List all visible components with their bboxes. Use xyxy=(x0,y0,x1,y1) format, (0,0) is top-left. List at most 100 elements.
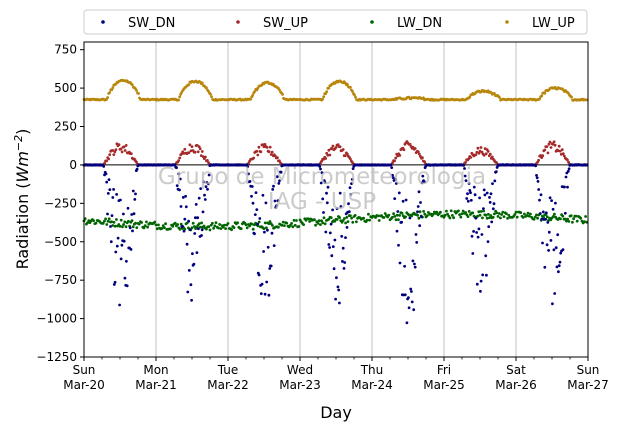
point-sw-dn xyxy=(469,191,472,195)
x-tick-label-day: Sun xyxy=(577,363,600,377)
point-lw-dn xyxy=(467,210,471,213)
point-sw-up xyxy=(423,160,426,164)
point-sw-up xyxy=(107,157,111,161)
point-sw-dn xyxy=(331,208,334,212)
point-lw-dn xyxy=(525,214,529,218)
point-sw-up xyxy=(464,161,467,164)
point-lw-dn xyxy=(199,225,202,229)
point-sw-up xyxy=(204,155,207,159)
point-sw-dn xyxy=(321,197,325,201)
point-sw-dn xyxy=(270,231,274,235)
watermark-line-2: IAG - USP xyxy=(268,189,376,215)
point-sw-dn xyxy=(106,212,109,216)
point-lw-dn xyxy=(307,217,310,221)
point-sw-dn xyxy=(329,222,333,226)
point-sw-dn xyxy=(415,241,419,244)
point-lw-dn xyxy=(439,210,442,214)
point-sw-dn xyxy=(115,193,118,196)
point-lw-dn xyxy=(211,221,214,225)
point-lw-dn xyxy=(190,226,194,230)
point-lw-dn xyxy=(283,224,286,228)
point-sw-dn xyxy=(395,229,399,233)
point-sw-dn xyxy=(467,182,471,185)
point-lw-dn xyxy=(392,212,395,216)
point-sw-dn xyxy=(410,290,413,293)
point-sw-dn xyxy=(488,201,492,204)
point-sw-dn xyxy=(401,199,405,203)
point-sw-up xyxy=(557,144,561,148)
point-sw-dn xyxy=(549,239,553,242)
point-lw-dn xyxy=(221,225,225,229)
point-sw-dn xyxy=(470,234,474,238)
point-sw-dn xyxy=(179,205,183,208)
point-lw-dn xyxy=(268,220,272,223)
point-sw-dn xyxy=(133,198,137,201)
legend-marker-sw-dn xyxy=(101,20,105,24)
point-sw-dn xyxy=(125,284,129,288)
point-sw-dn xyxy=(276,199,280,203)
point-sw-dn xyxy=(417,190,421,194)
point-lw-up xyxy=(281,93,284,96)
point-sw-dn xyxy=(466,199,470,203)
point-lw-dn xyxy=(527,214,531,218)
point-lw-dn xyxy=(169,227,172,231)
x-tick-label-day: Thu xyxy=(360,363,384,377)
point-lw-dn xyxy=(224,227,228,231)
point-lw-dn xyxy=(92,219,95,223)
point-sw-dn xyxy=(187,219,191,223)
point-lw-dn xyxy=(461,209,465,213)
point-lw-dn xyxy=(173,221,177,225)
point-sw-dn xyxy=(534,164,538,168)
point-lw-dn xyxy=(193,225,196,228)
point-sw-dn xyxy=(472,230,475,233)
point-sw-dn xyxy=(269,264,273,268)
point-lw-dn xyxy=(506,216,509,220)
point-sw-dn xyxy=(108,188,112,192)
point-lw-dn xyxy=(382,216,386,219)
y-axis-label: Radiation (Wm−2) xyxy=(12,129,32,270)
y-tick-label: 500 xyxy=(54,81,77,95)
point-lw-dn xyxy=(244,223,248,227)
point-lw-dn xyxy=(443,213,447,217)
legend-label-sw-dn: SW_DN xyxy=(128,16,175,31)
point-lw-dn xyxy=(135,226,139,230)
point-lw-dn xyxy=(302,223,305,227)
point-lw-dn xyxy=(223,223,226,227)
point-sw-dn xyxy=(483,193,487,197)
point-lw-dn xyxy=(542,215,545,219)
point-lw-dn xyxy=(459,215,463,219)
point-sw-dn xyxy=(469,198,473,202)
point-lw-dn xyxy=(319,223,322,227)
point-lw-up xyxy=(187,83,191,86)
point-lw-dn xyxy=(553,212,556,216)
point-sw-dn xyxy=(277,182,281,185)
point-sw-up xyxy=(270,150,274,154)
point-sw-dn xyxy=(466,192,469,196)
point-sw-dn xyxy=(134,192,137,196)
legend-label-lw-dn: LW_DN xyxy=(397,16,442,31)
point-lw-dn xyxy=(404,215,407,219)
point-sw-up xyxy=(486,150,490,153)
point-lw-dn xyxy=(488,216,491,220)
point-sw-dn xyxy=(393,197,397,201)
point-sw-up xyxy=(269,153,273,156)
point-lw-dn xyxy=(218,223,222,226)
point-sw-dn xyxy=(421,174,425,178)
point-sw-dn xyxy=(173,163,177,167)
point-sw-up xyxy=(553,143,557,147)
point-lw-dn xyxy=(290,222,293,225)
point-sw-up xyxy=(537,158,540,162)
y-axis-label-prefix: Radiation ( xyxy=(13,182,32,269)
point-sw-dn xyxy=(541,210,545,214)
point-sw-dn xyxy=(553,292,557,295)
point-sw-dn xyxy=(412,308,416,312)
point-sw-dn xyxy=(109,240,113,244)
point-lw-dn xyxy=(355,220,358,224)
point-lw-up xyxy=(130,83,134,87)
x-tick-label-date: Mar-21 xyxy=(135,378,176,392)
point-lw-dn xyxy=(115,218,118,221)
point-lw-up xyxy=(200,81,204,85)
point-sw-dn xyxy=(544,217,547,221)
point-lw-dn xyxy=(142,226,146,230)
point-sw-dn xyxy=(480,233,484,236)
